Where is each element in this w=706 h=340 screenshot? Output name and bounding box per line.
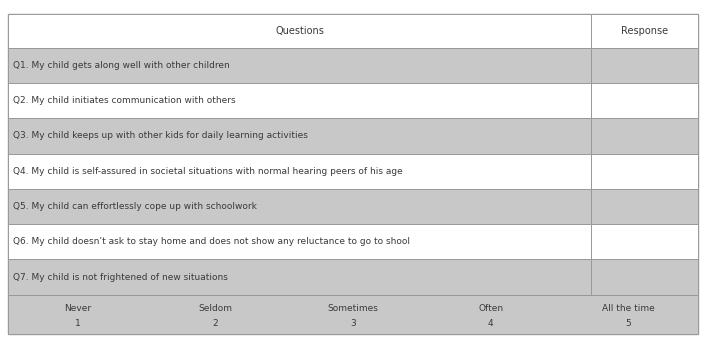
Text: Sometimes: Sometimes [328,304,378,313]
Text: 1: 1 [75,319,80,328]
Text: Q5. My child can effortlessly cope up with schoolwork: Q5. My child can effortlessly cope up wi… [13,202,257,211]
Text: Often: Often [478,304,503,313]
Text: 5: 5 [626,319,631,328]
Text: Q3. My child keeps up with other kids for daily learning activities: Q3. My child keeps up with other kids fo… [13,131,309,140]
Bar [591,14,698,48]
Bar [8,154,591,189]
Text: Q1. My child gets along well with other children: Q1. My child gets along well with other … [13,61,230,70]
Text: Q4. My child is self-assured in societal situations with normal hearing peers of: Q4. My child is self-assured in societal… [13,167,403,176]
Text: Q6. My child doesn’t ask to stay home and does not show any reluctance to go to : Q6. My child doesn’t ask to stay home an… [13,237,410,246]
Bar [8,259,591,295]
Bar [8,118,591,154]
Bar [8,83,591,118]
Bar [8,189,591,224]
Text: Seldom: Seldom [198,304,232,313]
Text: Response: Response [621,26,668,36]
Bar [591,189,698,224]
Text: Q2. My child initiates communication with others: Q2. My child initiates communication wit… [13,96,236,105]
Text: Never: Never [64,304,91,313]
Text: Questions: Questions [275,26,324,36]
Text: 4: 4 [488,319,493,328]
Bar [8,48,591,83]
Bar [591,48,698,83]
Text: All the time: All the time [602,304,655,313]
Text: Q7. My child is not frightened of new situations: Q7. My child is not frightened of new si… [13,273,228,282]
Bar [591,259,698,295]
Bar [591,154,698,189]
Bar [8,224,591,259]
Text: 2: 2 [213,319,218,328]
Bar [591,83,698,118]
Text: 3: 3 [350,319,356,328]
Bar [8,295,698,334]
Bar [591,118,698,154]
Bar [591,224,698,259]
Bar [8,14,591,48]
